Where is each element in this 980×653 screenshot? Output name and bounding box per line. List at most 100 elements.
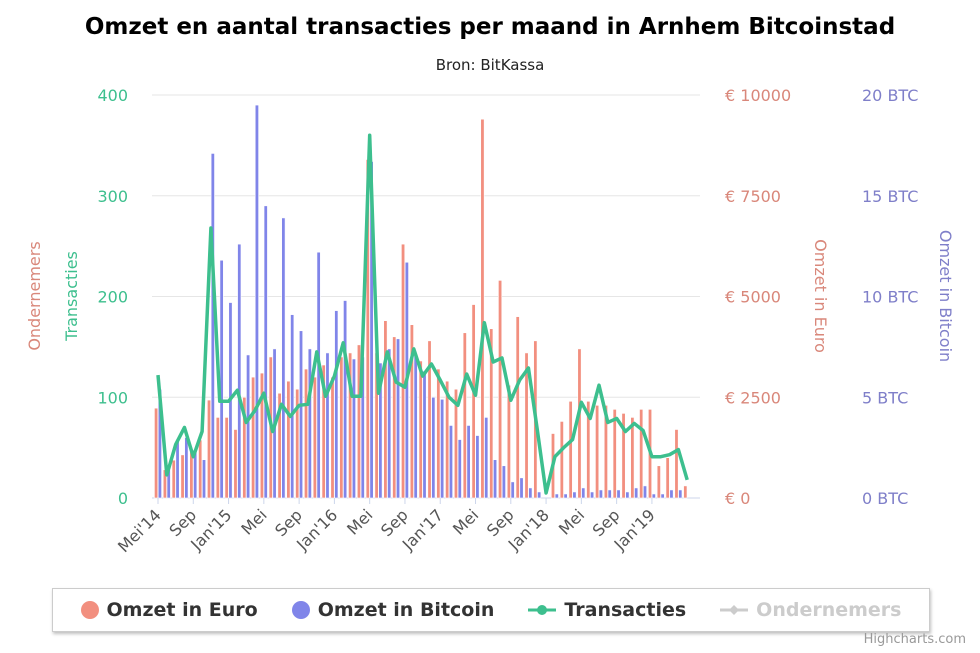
bar-omzet-euro	[348, 352, 353, 499]
bar-omzet-bitcoin	[457, 439, 462, 499]
y-tick-label-bitcoin: 0 BTC	[862, 489, 908, 508]
bar-omzet-bitcoin	[625, 491, 630, 499]
chart-title: Omzet en aantal transacties per maand in…	[85, 14, 895, 40]
axis-title-ondernemers: Ondernemers	[25, 241, 44, 350]
bar-omzet-euro	[312, 376, 317, 499]
credits-link[interactable]: Highcharts.com	[863, 632, 966, 647]
bar-omzet-euro	[224, 417, 229, 499]
bar-omzet-bitcoin	[448, 425, 453, 499]
y-tick-label-bitcoin: 15 BTC	[862, 187, 918, 206]
bar-omzet-bitcoin	[237, 243, 242, 499]
bar-omzet-bitcoin	[528, 487, 533, 499]
y-tick-label-euro: € 0	[725, 489, 750, 508]
bar-omzet-euro	[207, 399, 212, 499]
bar-omzet-euro	[665, 457, 670, 499]
bar-omzet-bitcoin	[537, 491, 542, 499]
bar-omzet-euro	[506, 384, 511, 499]
y-tick-label-bitcoin: 10 BTC	[862, 288, 918, 307]
bar-omzet-euro	[480, 118, 485, 499]
x-tick-label: Mei	[343, 505, 376, 538]
bar-omzet-bitcoin	[519, 477, 524, 499]
bar-omzet-euro	[577, 348, 582, 499]
legend-item-transacties[interactable]: Transacties	[528, 599, 686, 621]
bar-omzet-bitcoin	[651, 493, 656, 499]
legend-item-euro[interactable]: Omzet in Euro	[80, 599, 258, 621]
bar-omzet-euro	[559, 421, 564, 499]
bar-omzet-euro	[489, 328, 494, 499]
bar-omzet-bitcoin	[660, 493, 665, 499]
bar-omzet-bitcoin	[493, 459, 498, 499]
bar-omzet-euro	[427, 340, 432, 499]
bar-omzet-euro	[683, 485, 688, 499]
bar-omzet-bitcoin	[246, 354, 251, 499]
bar-omzet-euro	[639, 409, 644, 499]
bar-omzet-bitcoin	[254, 104, 259, 499]
bar-omzet-euro	[215, 417, 220, 499]
line-marker-icon	[528, 605, 557, 615]
bar-omzet-bitcoin	[290, 314, 295, 499]
bar-omzet-bitcoin	[307, 348, 312, 499]
bar-omzet-bitcoin	[466, 425, 471, 499]
bar-omzet-bitcoin	[387, 348, 392, 499]
bar-omzet-euro	[171, 459, 176, 499]
axis-title-euro: Omzet in Euro	[811, 239, 830, 353]
bar-omzet-euro	[383, 320, 388, 499]
bar-omzet-bitcoin	[590, 491, 595, 499]
legend-label: Ondernemers	[756, 599, 902, 621]
bar-omzet-euro	[233, 429, 238, 499]
bar-omzet-euro	[621, 413, 626, 499]
bar-omzet-euro	[321, 364, 326, 499]
bar-omzet-euro	[154, 407, 159, 499]
bar-omzet-bitcoin	[413, 354, 418, 499]
bar-omzet-bitcoin	[202, 459, 207, 499]
y-tick-label-euro: € 2500	[725, 388, 781, 407]
legend-item-bitcoin[interactable]: Omzet in Bitcoin	[291, 599, 494, 621]
bar-omzet-bitcoin	[422, 370, 427, 499]
bar-omzet-euro	[612, 409, 617, 499]
legend: Omzet in Euro Omzet in Bitcoin Transacti…	[52, 588, 930, 632]
euro-dot-icon	[80, 601, 99, 619]
legend-item-ondernemers[interactable]: Ondernemers	[720, 599, 901, 621]
bar-omzet-euro	[277, 392, 282, 499]
line-transacties	[156, 133, 689, 495]
bar-omzet-bitcoin	[210, 153, 215, 499]
bar-omzet-euro	[498, 280, 503, 499]
bar-omzet-bitcoin	[554, 493, 559, 499]
bar-omzet-bitcoin	[334, 310, 339, 499]
bar-omzet-euro	[453, 388, 458, 499]
bar-omzet-euro	[524, 352, 529, 499]
bar-omzet-bitcoin	[607, 489, 612, 499]
bar-omzet-bitcoin	[184, 437, 189, 499]
bar-omzet-euro	[603, 405, 608, 499]
y-tick-label-transacties: 0	[118, 489, 128, 508]
bar-omzet-euro	[242, 396, 247, 499]
y-tick-label-transacties: 400	[97, 86, 128, 105]
bar-omzet-euro	[674, 429, 679, 499]
bar-omzet-euro	[568, 400, 573, 499]
x-tick-label: Mei	[449, 505, 482, 538]
y-tick-label-euro: € 10000	[725, 86, 791, 105]
bar-omzet-euro	[471, 304, 476, 499]
axis-title-bitcoin: Omzet in Bitcoin	[936, 230, 955, 362]
x-tick-label: Mei	[237, 505, 270, 538]
bar-omzet-bitcoin	[351, 358, 356, 499]
y-tick-label-bitcoin: 5 BTC	[862, 388, 908, 407]
bar-omzet-bitcoin	[475, 435, 480, 499]
bar-omzet-euro	[286, 380, 291, 499]
chart-svg: Omzet en aantal transacties per maand in…	[25, 14, 955, 556]
bar-omzet-euro	[595, 405, 600, 499]
bar-omzet-euro	[630, 417, 635, 499]
bitcoin-dot-icon	[291, 601, 310, 619]
bar-omzet-euro	[515, 316, 520, 499]
y-tick-label-euro: € 7500	[725, 187, 781, 206]
bar-omzet-bitcoin	[634, 487, 639, 499]
bar-omzet-bitcoin	[484, 417, 489, 499]
bar-omzet-euro	[304, 368, 309, 499]
bar-omzet-euro	[392, 336, 397, 499]
bar-omzet-bitcoin	[581, 487, 586, 499]
bar-omzet-bitcoin	[598, 489, 603, 499]
bar-omzet-bitcoin	[669, 489, 674, 499]
bar-omzet-euro	[445, 380, 450, 499]
bar-omzet-bitcoin	[440, 398, 445, 499]
bar-omzet-bitcoin	[263, 205, 268, 499]
